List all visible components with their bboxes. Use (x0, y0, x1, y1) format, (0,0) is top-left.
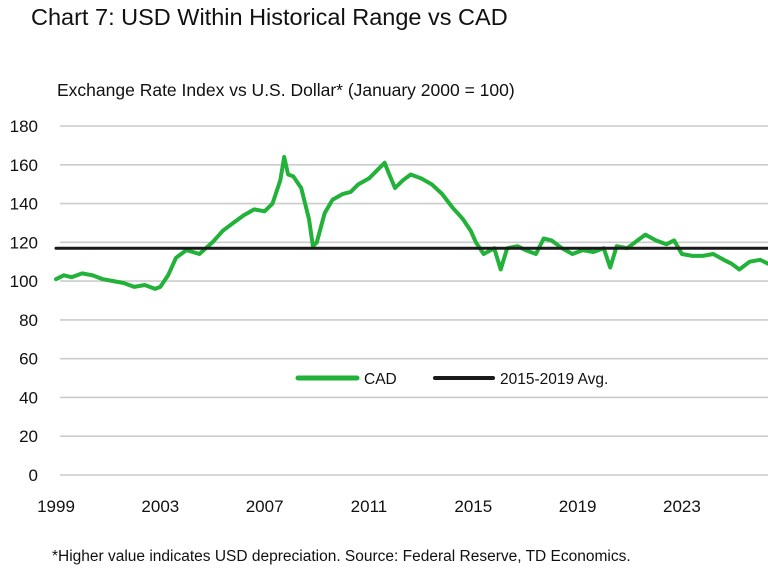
x-tick-label: 2011 (351, 497, 388, 516)
y-tick-label: 140 (10, 195, 38, 214)
y-tick-label: 20 (19, 427, 38, 446)
y-tick-label: 60 (19, 350, 38, 369)
gridlines (60, 125, 768, 476)
y-tick-label: 40 (19, 388, 38, 407)
y-tick-label: 80 (19, 311, 38, 330)
x-tick-label: 2015 (454, 497, 492, 516)
x-axis-ticks: 1999 2003 2007 2011 2015 2019 2023 (37, 497, 701, 516)
series-layer (54, 155, 768, 291)
legend: CAD 2015-2019 Avg. (295, 371, 608, 388)
y-tick-label: 120 (10, 233, 38, 252)
x-tick-label: 2023 (663, 497, 701, 516)
footnote: *Higher value indicates USD depreciation… (52, 548, 631, 565)
y-tick-label: 160 (10, 156, 38, 175)
legend-cad-label: CAD (364, 371, 397, 388)
x-tick-label: 2003 (141, 497, 179, 516)
y-tick-label: 180 (10, 117, 38, 136)
y-tick-label: 100 (10, 272, 38, 291)
y-tick-label: 0 (29, 466, 38, 485)
legend-avg-label: 2015-2019 Avg. (500, 371, 608, 388)
y-axis-ticks: 0 20 40 60 80 100 120 140 160 180 (10, 117, 38, 485)
x-tick-label: 2019 (559, 497, 597, 516)
chart-subtitle: Exchange Rate Index vs U.S. Dollar* (Jan… (57, 80, 515, 100)
x-tick-label: 1999 (37, 497, 75, 516)
series-line-cad (54, 155, 768, 291)
chart-title: Chart 7: USD Within Historical Range vs … (31, 4, 508, 30)
x-tick-label: 2007 (246, 497, 284, 516)
